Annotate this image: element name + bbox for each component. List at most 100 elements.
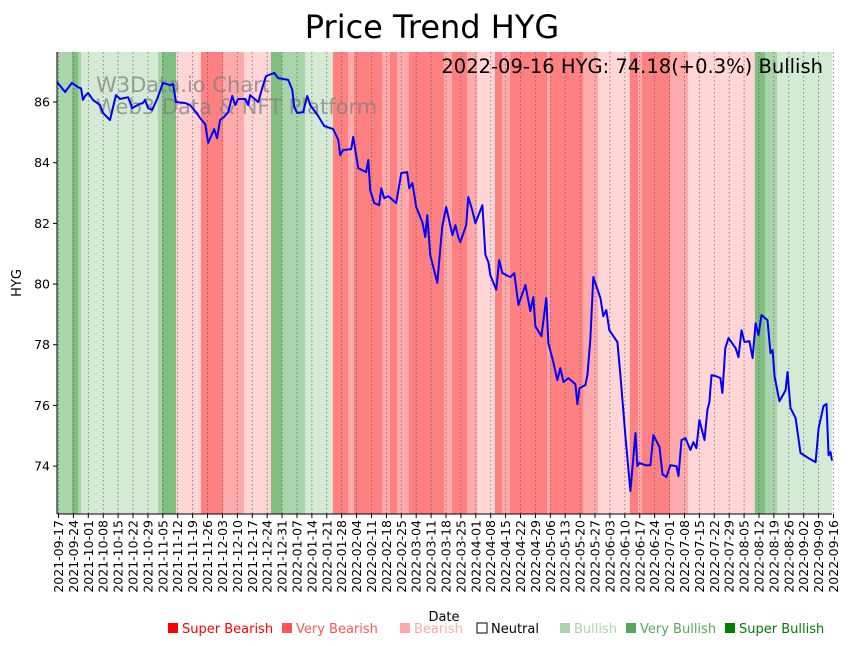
x-tick-label: 2022-08-19: [766, 520, 781, 593]
x-tick-label: 2021-12-17: [245, 520, 260, 593]
sentiment-band: [754, 52, 766, 514]
sentiment-band: [78, 52, 82, 514]
sentiment-band: [161, 52, 177, 514]
x-tick-label: 2022-03-25: [453, 520, 468, 593]
sentiment-band: [389, 52, 398, 514]
sentiment-band: [764, 52, 778, 514]
x-tick-label: 2021-09-24: [66, 520, 81, 593]
legend-swatch-very-bearish: [282, 623, 292, 633]
legend-swatch-very-bullish: [626, 623, 636, 633]
x-tick-label: 2022-08-26: [781, 520, 796, 593]
x-axis-ticks: 2021-09-17 2021-09-24 2021-10-01 2021-10-08…: [51, 514, 841, 593]
sentiment-band: [467, 52, 478, 514]
legend-label: Super Bearish: [182, 622, 273, 637]
sentiment-band: [348, 52, 355, 514]
sentiment-band: [397, 52, 410, 514]
y-tick-label: 76: [34, 398, 50, 413]
x-tick-label: 2021-10-29: [140, 520, 155, 593]
x-tick-label: 2022-07-29: [722, 520, 737, 593]
x-tick-label: 2022-09-02: [796, 520, 811, 593]
x-tick-label: 2022-05-06: [543, 520, 558, 593]
x-tick-label: 2022-04-22: [513, 520, 528, 593]
sentiment-band: [57, 52, 73, 514]
latest-price-annotation: 2022-09-16 HYG: 74.18(+0.3%) Bullish: [441, 55, 823, 78]
x-tick-label: 2022-01-14: [304, 520, 319, 593]
legend: Super Bearish Very Bearish Bearish Neutral B…: [168, 622, 824, 637]
watermark-line-1: W3Data.io Chart: [96, 73, 270, 97]
x-tick-label: 2022-01-07: [289, 520, 304, 593]
sentiment-band: [669, 52, 689, 514]
legend-swatch-bullish: [560, 623, 570, 633]
price-line: [56, 71, 833, 493]
legend-label: Super Bullish: [739, 622, 824, 637]
x-tick-label: 2022-09-09: [811, 520, 826, 593]
sentiment-band: [777, 52, 833, 514]
y-tick-label: 82: [34, 216, 50, 231]
sentiment-band: [638, 52, 643, 514]
sentiment-band: [451, 52, 468, 514]
sentiment-band: [501, 52, 511, 514]
x-tick-label: 2022-01-28: [334, 520, 349, 593]
sentiment-band: [547, 52, 551, 514]
legend-swatch-bearish: [400, 623, 410, 633]
x-tick-label: 2022-03-04: [409, 520, 424, 593]
x-tick-label: 2021-10-22: [126, 520, 141, 593]
x-tick-label: 2022-06-17: [632, 520, 647, 593]
watermark-line-2: Web3 Data & NFT Platform: [96, 95, 377, 119]
sentiment-bands: [57, 52, 833, 514]
x-tick-label: 2022-04-29: [528, 520, 543, 593]
y-tick-label: 84: [34, 155, 50, 170]
y-tick-label: 78: [34, 337, 50, 352]
sentiment-band: [157, 52, 163, 514]
sentiment-band: [200, 52, 224, 514]
legend-label: Bullish: [574, 622, 617, 637]
sentiment-band: [382, 52, 391, 514]
x-tick-label: 2022-06-03: [602, 520, 617, 593]
y-axis-label: HYG: [10, 269, 25, 297]
y-tick-label: 86: [34, 95, 50, 110]
x-tick-label: 2021-10-01: [81, 520, 96, 593]
sentiment-band: [583, 52, 599, 514]
legend-label: Neutral: [491, 622, 539, 637]
x-tick-label: 2022-07-08: [677, 520, 692, 593]
x-tick-label: 2022-07-15: [692, 520, 707, 593]
x-tick-label: 2021-10-08: [96, 520, 111, 593]
sentiment-band: [332, 52, 349, 514]
sentiment-band: [550, 52, 584, 514]
x-tick-label: 2022-04-15: [498, 520, 513, 593]
legend-swatch-neutral: [476, 622, 488, 634]
x-tick-label: 2022-02-18: [379, 520, 394, 593]
legend-swatch-super-bullish: [725, 623, 735, 633]
sentiment-band: [282, 52, 306, 514]
sentiment-band: [270, 52, 283, 514]
x-tick-label: 2021-11-19: [185, 520, 200, 593]
x-tick-label: 2022-05-13: [558, 520, 573, 593]
x-tick-label: 2021-09-17: [51, 520, 66, 593]
sentiment-band: [477, 52, 496, 514]
sentiment-band: [408, 52, 445, 514]
chart-title: Price Trend HYG: [305, 8, 559, 46]
x-tick-label: 2021-11-12: [170, 520, 185, 593]
x-tick-label: 2022-09-16: [826, 520, 841, 593]
legend-swatch-super-bearish: [168, 623, 178, 633]
x-tick-label: 2022-07-01: [662, 520, 677, 593]
x-tick-label: 2022-08-12: [751, 520, 766, 593]
x-tick-label: 2022-02-25: [394, 520, 409, 593]
sentiment-band: [176, 52, 202, 514]
legend-label: Bearish: [414, 622, 463, 637]
x-tick-label: 2022-03-11: [424, 520, 439, 593]
x-tick-label: 2022-03-18: [439, 520, 454, 593]
y-tick-label: 80: [34, 277, 50, 292]
legend-label: Very Bearish: [296, 622, 378, 637]
x-tick-label: 2021-12-24: [260, 520, 275, 593]
y-axis-ticks: 74 76 78 80 82 84 86: [34, 95, 57, 474]
x-axis-label: Date: [428, 610, 459, 625]
sentiment-band: [223, 52, 245, 514]
x-tick-label: 2021-10-15: [111, 520, 126, 593]
sentiment-band: [688, 52, 756, 514]
legend-label: Very Bullish: [640, 622, 716, 637]
x-tick-label: 2022-05-20: [573, 520, 588, 593]
sentiment-band: [629, 52, 639, 514]
y-tick-label: 74: [34, 459, 50, 474]
